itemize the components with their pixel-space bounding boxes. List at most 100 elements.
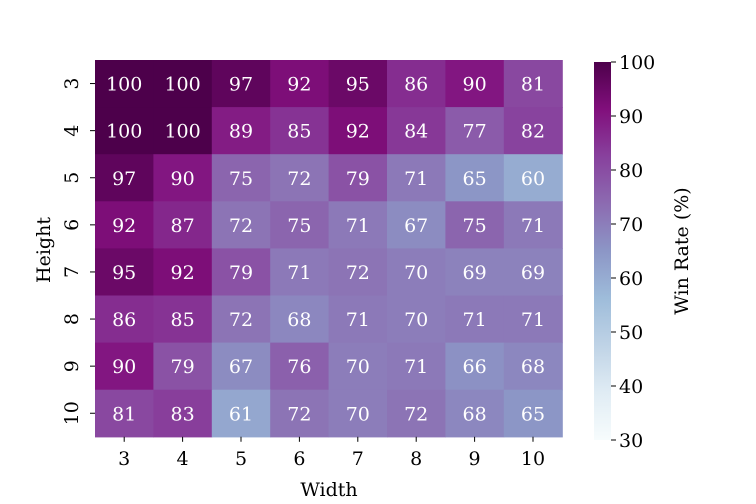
- cell-value-label: 100: [164, 74, 200, 96]
- heatmap-cells: [95, 60, 563, 438]
- cell-value-label: 86: [404, 74, 428, 96]
- heatmap-cell: [328, 201, 388, 249]
- heatmap-cell: [153, 342, 213, 391]
- heatmap-cell: [153, 389, 213, 438]
- heatmap-cell: [445, 389, 505, 438]
- x-tick-label: 8: [410, 448, 422, 470]
- heatmap-cell: [211, 107, 271, 155]
- heatmap-cell: [387, 248, 446, 297]
- heatmap-cell: [95, 389, 154, 438]
- y-tick-label: 8: [61, 313, 83, 325]
- y-axis-label: Height: [33, 217, 55, 283]
- colorbar-ticks: 30 40 50 60 70 80 90 100: [611, 52, 655, 452]
- cell-value-label: 97: [229, 74, 253, 96]
- cell-value-label: 69: [521, 262, 545, 284]
- cell-value-label: 85: [171, 309, 195, 331]
- cell-value-label: 71: [463, 309, 487, 331]
- y-tick-label: 6: [61, 219, 83, 231]
- cell-value-label: 100: [106, 74, 142, 96]
- heatmap-cell: [95, 107, 154, 155]
- colorbar-tick-label: 100: [619, 52, 655, 74]
- heatmap-cell: [270, 342, 330, 391]
- cell-value-label: 67: [404, 215, 428, 237]
- heatmap-cell: [270, 60, 330, 108]
- cell-value-label: 75: [287, 215, 311, 237]
- heatmap-cell: [270, 201, 330, 249]
- cell-value-label: 68: [287, 309, 311, 331]
- heatmap-cell: [211, 295, 271, 344]
- heatmap-cell: [153, 107, 213, 155]
- cell-value-label: 72: [346, 262, 370, 284]
- cell-value-label: 71: [521, 215, 545, 237]
- heatmap-cell: [503, 60, 563, 108]
- colorbar-tick-label: 90: [619, 106, 643, 128]
- cell-value-label: 90: [171, 168, 195, 190]
- heatmap-cell: [387, 295, 446, 344]
- heatmap-cell: [328, 295, 388, 344]
- heatmap-cell: [328, 342, 388, 391]
- cell-value-label: 71: [346, 309, 370, 331]
- heatmap-cell: [95, 295, 154, 344]
- heatmap-cell: [445, 107, 505, 155]
- heatmap-cell: [153, 60, 213, 108]
- heatmap-cell: [503, 248, 563, 297]
- x-tick-label: 7: [352, 448, 364, 470]
- heatmap-cell: [445, 248, 505, 297]
- heatmap-cell: [211, 248, 271, 297]
- cell-value-label: 71: [404, 356, 428, 378]
- cell-value-label: 92: [112, 215, 136, 237]
- cell-value-label: 77: [463, 121, 487, 143]
- cell-value-label: 68: [521, 356, 545, 378]
- colorbar-tick-label: 60: [619, 268, 643, 290]
- cell-value-label: 89: [229, 121, 253, 143]
- heatmap-cell: [95, 154, 154, 202]
- heatmap-cell: [328, 107, 388, 155]
- heatmap-cell: [211, 60, 271, 108]
- colorbar: [594, 62, 611, 440]
- cell-value-label: 68: [463, 403, 487, 425]
- heatmap-cell: [328, 154, 388, 202]
- cell-value-label: 72: [229, 215, 253, 237]
- colorbar-tick-label: 50: [619, 322, 643, 344]
- cell-value-label: 100: [106, 121, 142, 143]
- cell-value-label: 83: [171, 403, 195, 425]
- cell-value-label: 65: [521, 403, 545, 425]
- colorbar-tick-label: 70: [619, 214, 643, 236]
- heatmap-cell: [328, 248, 388, 297]
- cell-value-labels: 100 100 97 92 95 86 90 81 100 100 89 85 92 84 77 82 97 90…: [106, 74, 545, 426]
- heatmap-cell: [270, 154, 330, 202]
- heatmap-cell: [445, 60, 505, 108]
- cell-value-label: 61: [229, 403, 253, 425]
- y-tick-label: 9: [61, 360, 83, 372]
- y-tick-label: 5: [61, 172, 83, 184]
- heatmap-cell: [211, 342, 271, 391]
- cell-value-label: 70: [346, 356, 370, 378]
- cell-value-label: 79: [229, 262, 253, 284]
- x-tick-label: 9: [469, 448, 481, 470]
- heatmap-cell: [153, 295, 213, 344]
- cell-value-label: 84: [404, 121, 428, 143]
- cell-value-label: 72: [287, 403, 311, 425]
- colorbar-tick-label: 30: [619, 430, 643, 452]
- heatmap-cell: [387, 154, 446, 202]
- cell-value-label: 85: [287, 121, 311, 143]
- colorbar-tick-label: 40: [619, 376, 643, 398]
- heatmap-cell: [503, 201, 563, 249]
- cell-value-label: 97: [112, 168, 136, 190]
- cell-value-label: 95: [346, 74, 370, 96]
- heatmap-cell: [328, 60, 388, 108]
- heatmap-cell: [445, 342, 505, 391]
- heatmap-cell: [503, 389, 563, 438]
- cell-value-label: 95: [112, 262, 136, 284]
- colorbar-tick-label: 80: [619, 160, 643, 182]
- cell-value-label: 90: [463, 74, 487, 96]
- cell-value-label: 65: [463, 168, 487, 190]
- x-tick-label: 4: [177, 448, 189, 470]
- cell-value-label: 70: [404, 262, 428, 284]
- cell-value-label: 87: [171, 215, 195, 237]
- cell-value-label: 90: [112, 356, 136, 378]
- heatmap-cell: [503, 107, 563, 155]
- heatmap-cell: [95, 342, 154, 391]
- cell-value-label: 79: [171, 356, 195, 378]
